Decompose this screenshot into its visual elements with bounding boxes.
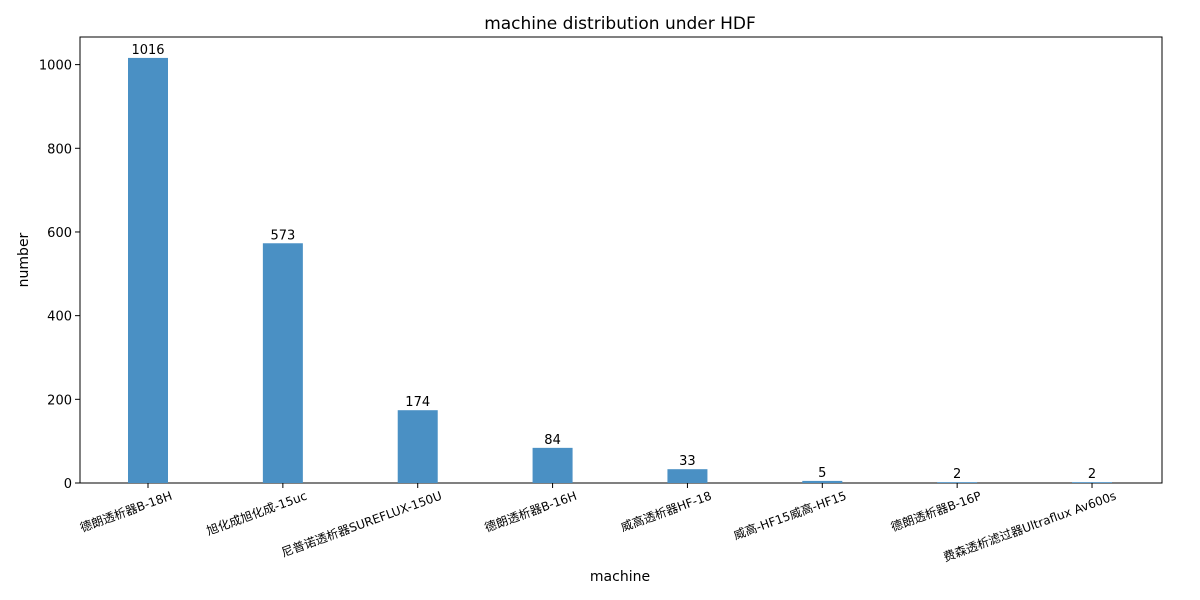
y-tick-label: 400 bbox=[47, 310, 72, 325]
bar bbox=[667, 469, 708, 483]
bar bbox=[397, 410, 438, 483]
bar bbox=[937, 482, 978, 483]
data-label: 2 bbox=[953, 467, 961, 482]
x-tick-label: 威高-HF15威高-HF15 bbox=[731, 488, 848, 543]
data-label: 573 bbox=[270, 228, 295, 243]
bar bbox=[262, 243, 303, 483]
bar bbox=[1072, 482, 1113, 483]
x-tick-label: 德朗透析器B-16H bbox=[482, 488, 578, 535]
y-tick-label: 1000 bbox=[39, 59, 72, 74]
bar bbox=[128, 57, 168, 484]
data-label: 174 bbox=[405, 395, 430, 410]
y-axis-label: number bbox=[16, 232, 32, 287]
chart-title: machine distribution under HDF bbox=[484, 14, 756, 34]
y-tick-label: 800 bbox=[47, 142, 72, 157]
data-labels-group: 1016 573 174 84 33 5 2 2 bbox=[131, 43, 1096, 482]
y-tick-label: 600 bbox=[47, 226, 72, 241]
data-label: 5 bbox=[818, 466, 826, 481]
bars-group bbox=[128, 57, 1113, 484]
y-tick-label: 0 bbox=[64, 477, 72, 492]
plot-area bbox=[79, 36, 1163, 484]
y-tick-label: 200 bbox=[47, 393, 72, 408]
x-tick-label: 德朗透析器B-16P bbox=[889, 488, 983, 535]
x-axis-label: machine bbox=[590, 569, 650, 585]
data-label: 1016 bbox=[131, 43, 164, 58]
x-tick-label: 威高透析器HF-18 bbox=[619, 488, 714, 535]
data-label: 33 bbox=[679, 454, 696, 469]
y-axis: 0 200 400 600 800 1000 bbox=[39, 59, 80, 492]
data-label: 84 bbox=[544, 433, 561, 448]
data-label: 2 bbox=[1088, 467, 1096, 482]
bar bbox=[802, 480, 843, 483]
x-axis: 德朗透析器B-18H 旭化成旭化成-15uc尼普诺透析器SUREFLUX-150U… bbox=[78, 483, 1118, 564]
x-tick-label: 德朗透析器B-18H bbox=[78, 488, 174, 535]
x-tick-label: 旭化成旭化成-15uc bbox=[205, 489, 309, 538]
bar bbox=[532, 447, 573, 483]
